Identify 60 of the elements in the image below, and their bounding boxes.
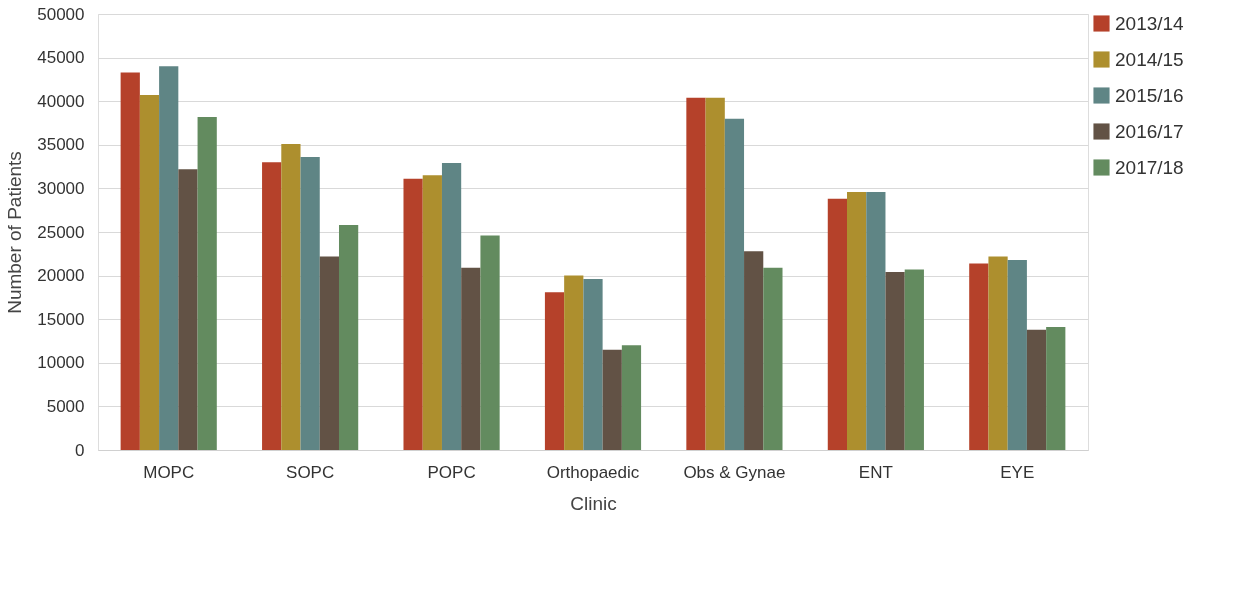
- y-tick-label: 40000: [37, 91, 85, 111]
- bar: [422, 175, 442, 450]
- bar: [178, 169, 198, 450]
- bar: [724, 118, 745, 450]
- legend-label: 2016/17: [1115, 120, 1184, 142]
- bar: [461, 267, 481, 450]
- legend-label: 2013/14: [1115, 12, 1185, 34]
- x-tick-label: POPC: [427, 462, 476, 482]
- x-tick-label: SOPC: [286, 462, 335, 482]
- y-tick-label: 15000: [37, 309, 85, 329]
- y-tick-label: 0: [75, 440, 85, 460]
- bar: [441, 163, 462, 450]
- x-axis-title: Clinic: [570, 492, 617, 514]
- bar: [969, 263, 989, 450]
- bar: [300, 157, 320, 450]
- bar: [564, 275, 584, 450]
- bar: [904, 269, 924, 450]
- bar: [602, 349, 622, 450]
- y-tick-label: 5000: [46, 396, 85, 416]
- bar: [621, 345, 642, 450]
- legend-label: 2015/16: [1115, 84, 1184, 106]
- bar: [403, 178, 423, 450]
- bar: [583, 279, 603, 450]
- bar: [827, 198, 848, 450]
- y-tick-label: 50000: [37, 4, 85, 24]
- x-tick-label: MOPC: [143, 462, 195, 482]
- bar: [1026, 329, 1047, 450]
- bar: [544, 292, 565, 450]
- x-tick-label: Obs & Gynae: [683, 462, 786, 482]
- bar: [1046, 327, 1066, 450]
- x-tick-label: EYE: [1000, 462, 1035, 482]
- bar: [866, 191, 886, 450]
- bar: [262, 162, 282, 450]
- bar: [885, 272, 905, 450]
- x-tick-label: ENT: [858, 462, 893, 482]
- bar: [1007, 259, 1027, 450]
- y-tick-label: 45000: [37, 48, 85, 68]
- bar: [159, 66, 179, 450]
- bar: [197, 116, 217, 450]
- bar: [847, 191, 867, 450]
- bar: [988, 256, 1008, 450]
- bar: [338, 225, 359, 450]
- x-tick-label: Orthopaedic: [546, 462, 640, 482]
- bar: [480, 235, 500, 450]
- bar: [139, 95, 160, 450]
- bar: [120, 72, 140, 450]
- bar: [763, 267, 783, 450]
- bar: [705, 97, 725, 450]
- bar: [686, 97, 706, 450]
- y-tick-label: 10000: [37, 353, 85, 373]
- bar: [744, 251, 764, 450]
- legend-label: 2014/15: [1115, 48, 1184, 70]
- y-tick-label: 35000: [37, 135, 85, 155]
- bar: [319, 256, 339, 450]
- bar: [281, 143, 301, 450]
- y-tick-label: 30000: [37, 178, 85, 198]
- legend-label: 2017/18: [1115, 156, 1184, 178]
- y-tick-label: 20000: [37, 266, 85, 286]
- y-axis-title: Number of Patients: [4, 151, 26, 314]
- y-tick-label: 25000: [37, 222, 85, 242]
